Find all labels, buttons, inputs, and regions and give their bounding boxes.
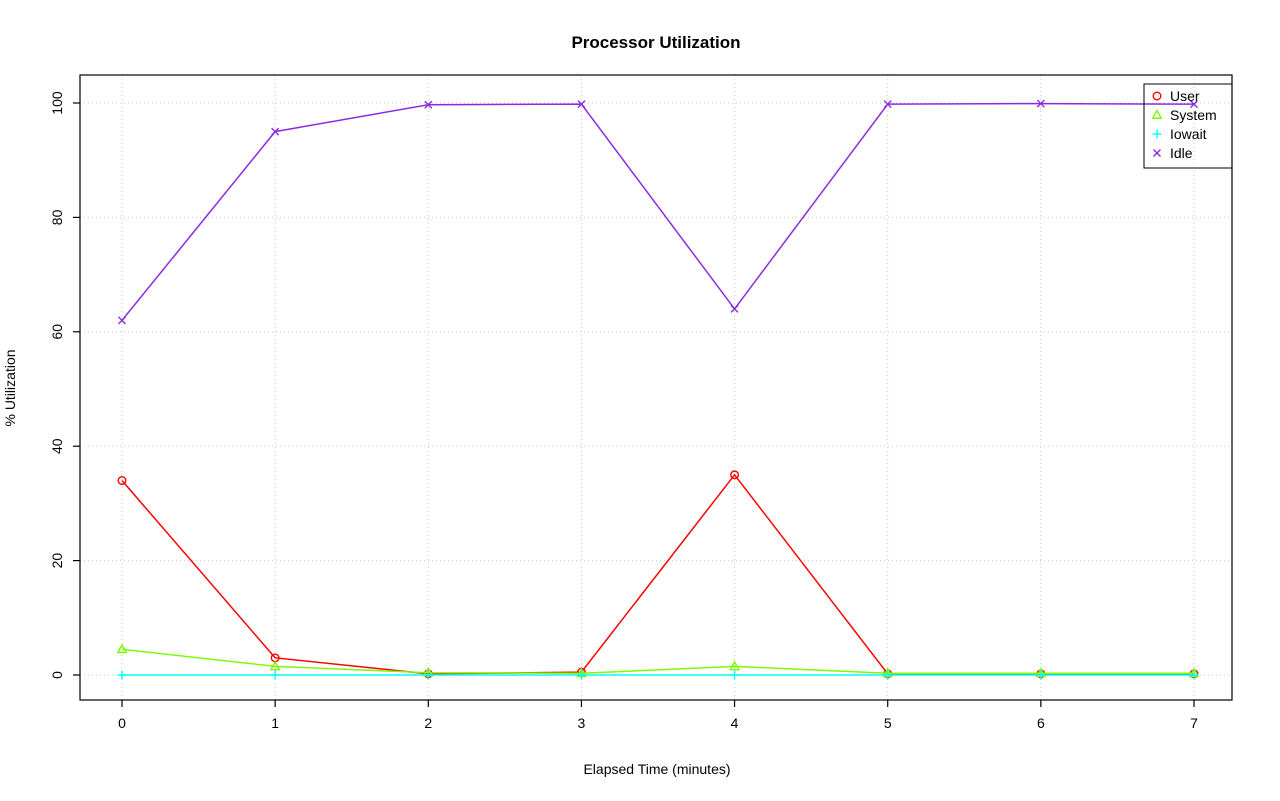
- legend-label: Iowait: [1170, 126, 1207, 142]
- legend-label: System: [1170, 107, 1217, 123]
- y-tick-label: 80: [49, 209, 65, 225]
- x-tick-label: 1: [271, 715, 279, 731]
- y-axis-label: % Utilization: [2, 349, 18, 426]
- y-tick-label: 40: [49, 438, 65, 454]
- grid-lines: [80, 75, 1232, 700]
- axes: 0 1 2 3 4 5 6 7 0 20 40 60 80 100: [49, 91, 1198, 731]
- chart-title: Processor Utilization: [571, 33, 740, 52]
- legend-label: User: [1170, 88, 1200, 104]
- series-iowait: [117, 670, 1199, 680]
- x-tick-label: 3: [578, 715, 586, 731]
- y-tick-label: 0: [49, 671, 65, 679]
- y-tick-label: 100: [49, 91, 65, 115]
- x-tick-label: 2: [424, 715, 432, 731]
- chart-layers: 0 1 2 3 4 5 6 7 0 20 40 60 80 100 User System Iowait Idle: [49, 74, 1233, 731]
- series-system: [116, 643, 1200, 678]
- series-line: [121, 102, 1195, 321]
- legend-label: Idle: [1170, 145, 1193, 161]
- series-line: [121, 473, 1194, 675]
- y-tick-label: 20: [49, 553, 65, 569]
- series-user: [117, 470, 1199, 679]
- x-axis-label: Elapsed Time (minutes): [583, 761, 730, 777]
- x-tick-label: 7: [1190, 715, 1198, 731]
- legend-box: [1143, 83, 1233, 169]
- series-line: [121, 648, 1194, 675]
- x-tick-label: 6: [1037, 715, 1045, 731]
- x-tick-label: 5: [884, 715, 892, 731]
- series-idle: [117, 99, 1199, 325]
- x-tick-label: 0: [118, 715, 126, 731]
- y-tick-label: 60: [49, 324, 65, 340]
- plot-box: [79, 74, 1233, 701]
- x-tick-label: 4: [731, 715, 739, 731]
- legend: User System Iowait Idle: [1143, 83, 1233, 169]
